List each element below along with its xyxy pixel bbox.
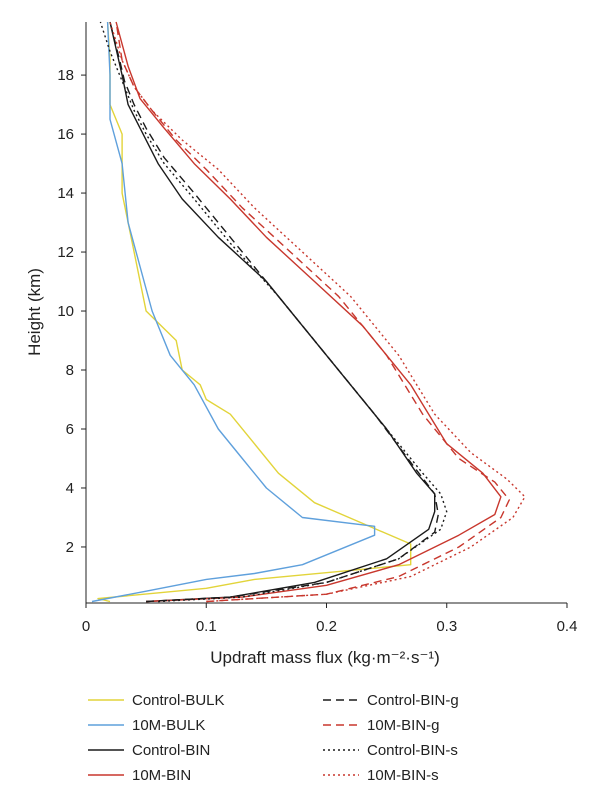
series-line-control-bin-g: [109, 21, 439, 603]
y-tick-label: 12: [57, 244, 74, 261]
legend-label: Control-BIN: [132, 742, 210, 759]
y-ticks: 2 4 6 8 10 12 14 16 18: [57, 67, 86, 556]
legend-label: Control-BULK: [132, 692, 225, 709]
legend-label: 10M-BIN-g: [367, 717, 440, 734]
y-tick-label: 10: [57, 303, 74, 320]
y-tick-label: 18: [57, 67, 74, 84]
plot-lines: [91, 21, 526, 603]
legend: Control-BULK 10M-BULK Control-BIN 10M-BIN Co…: [88, 692, 459, 784]
y-tick-label: 16: [57, 126, 74, 143]
x-axis-title: Updraft mass flux (kg·m⁻²·s⁻¹): [210, 648, 440, 667]
x-tick-label: 0: [82, 618, 90, 635]
legend-label: Control-BIN-s: [367, 742, 458, 759]
legend-label: Control-BIN-g: [367, 692, 459, 709]
y-tick-label: 14: [57, 185, 74, 202]
series-line-control-bin-s: [99, 21, 448, 603]
y-tick-label: 4: [66, 480, 74, 497]
series-line-10m-bulk: [91, 21, 376, 603]
legend-label: 10M-BIN-s: [367, 767, 439, 784]
series-line-10m-bin: [115, 21, 502, 603]
series-line-control-bulk: [97, 21, 412, 603]
y-tick-label: 6: [66, 421, 74, 438]
legend-label: 10M-BIN: [132, 767, 191, 784]
series-line-10m-bin-g: [115, 21, 510, 603]
y-tick-label: 2: [66, 539, 74, 556]
x-tick-label: 0.4: [557, 618, 578, 635]
x-tick-label: 0.3: [436, 618, 457, 635]
axes: 0 0.1 0.2 0.3 0.4 2 4 6 8 10 12 14 16 18: [57, 22, 577, 635]
y-tick-label: 8: [66, 362, 74, 379]
series-line-10m-bin-s: [109, 21, 526, 603]
legend-label: 10M-BULK: [132, 717, 205, 734]
x-tick-label: 0.1: [196, 618, 217, 635]
y-axis-title: Height (km): [25, 268, 44, 356]
x-ticks: 0 0.1 0.2 0.3 0.4: [82, 603, 578, 635]
x-tick-label: 0.2: [316, 618, 337, 635]
